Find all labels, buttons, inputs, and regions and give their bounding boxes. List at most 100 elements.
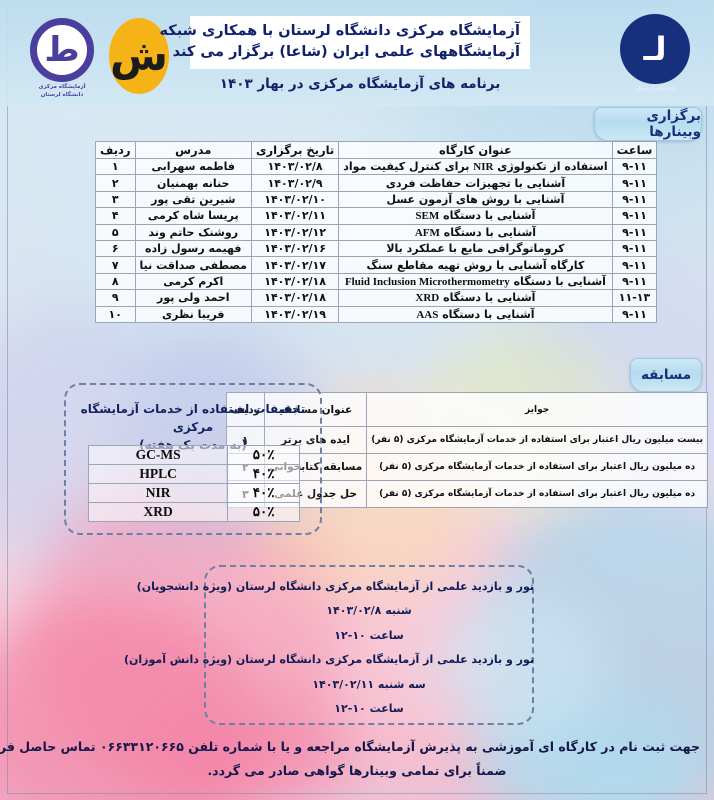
table-row: ۹-۱۱ آشنایی با روش های آزمون عسل ۱۴۰۳/۰۲/۱… bbox=[95, 190, 658, 209]
table-row: ۹-۱۱ آشنایی با دستگاه Fluid Inclusion Mic… bbox=[95, 272, 658, 291]
column-header-prizes: جوایز bbox=[366, 392, 708, 427]
cell-no: ۴ bbox=[95, 207, 136, 225]
cell-lecturer: مصطفی صداقت نیا bbox=[134, 256, 252, 274]
cell-lecturer: حنانه بهمنیان bbox=[134, 174, 252, 192]
cell-time: ۹-۱۱ bbox=[611, 223, 658, 241]
cell-time: ۹-۱۱ bbox=[611, 190, 658, 209]
cell-no: ۵ bbox=[95, 223, 136, 241]
cell-device-name: NIR bbox=[87, 483, 229, 503]
cell-title: آشنایی با دستگاه SEM bbox=[338, 207, 613, 225]
column-header-title: عنوان کارگاه bbox=[338, 141, 613, 159]
cell-time: ۹-۱۱ bbox=[611, 256, 658, 274]
discounts-title-line-1: تخفیفات استفاده از خدمات آزمایشگاه مرکزی bbox=[80, 402, 306, 434]
bg-blob bbox=[150, 690, 350, 800]
cell-time: ۱۱-۱۳ bbox=[611, 289, 658, 307]
tour-line-4: تور و بازدید علمی از آزمایشگاه مرکزی دان… bbox=[123, 653, 534, 667]
webinars-table: ساعت عنوان کارگاه تاریخ برگزاری مدرس ردی… bbox=[95, 141, 658, 323]
shaa-glyph-icon: ش bbox=[110, 31, 168, 80]
caption-line-1: آزمایشگاه مرکزی bbox=[38, 84, 86, 90]
cell-no: ۱ bbox=[95, 157, 136, 176]
cell-date: ۱۴۰۳/۰۲/۱۷ bbox=[250, 256, 340, 274]
table-row: ۹-۱۱ استفاده از تکنولوژی NIR برای کنترل ک… bbox=[95, 157, 658, 176]
poster-header: ط آزمایشگاه مرکزی دانشگاه لرستان ش لـ دا… bbox=[0, 0, 714, 112]
cell-discount-percent: ۴۰٪ bbox=[227, 464, 300, 484]
cell-time: ۹-۱۱ bbox=[611, 239, 658, 258]
table-row: ۱۱-۱۳ آشنایی با دستگاه XRD ۱۴۰۳/۰۲/۱۸ احمد … bbox=[95, 289, 658, 307]
tour-line-6: ساعت ۱۰-۱۲ bbox=[334, 702, 404, 716]
cell-lecturer: فریبا نظری bbox=[134, 305, 252, 323]
cell-title: آشنایی با دستگاه AAS bbox=[338, 305, 613, 323]
shaa-logo-icon: ش bbox=[109, 18, 169, 94]
title-line-2: آزمایشگاههای علمی ایران (شاعا) برگزار می… bbox=[172, 44, 520, 61]
cell-no: ۷ bbox=[95, 256, 136, 274]
cell-title: کروماتوگرافی مایع با عملکرد بالا bbox=[338, 239, 613, 258]
caption-line-2: دانشگاه لرستان bbox=[40, 92, 84, 99]
column-header-time: ساعت bbox=[611, 141, 658, 159]
cell-lecturer: پریسا شاه کرمی bbox=[134, 207, 252, 225]
university-logo-icon: لـ bbox=[620, 14, 690, 84]
university-emblem-icon: لـ bbox=[643, 30, 667, 68]
cell-lecturer: فاطمه سهرابی bbox=[134, 157, 252, 176]
tour-line-2: شنبه ۱۴۰۳/۰۲/۸ bbox=[326, 604, 412, 618]
page-subtitle: برنامه های آزمایشگاه مرکزی در بهار ۱۴۰۳ bbox=[219, 76, 501, 92]
cell-title: کارگاه آشنایی با روش تهیه مقاطع سنگ bbox=[338, 256, 613, 274]
section-tab-contest: مسابقه bbox=[630, 358, 702, 392]
table-row: ۵۰٪ GC-MS bbox=[87, 445, 300, 465]
table-row: ۹-۱۱ آشنایی با تجهیزات حفاظت فردی ۱۴۰۳/۰۲/… bbox=[95, 174, 658, 192]
cell-title: آشنایی با تجهیزات حفاظت فردی bbox=[338, 174, 613, 192]
table-row: ۹-۱۱ آشنایی با دستگاه AFM ۱۴۰۳/۰۲/۱۲ روشنک … bbox=[95, 223, 658, 241]
cell-title: استفاده از تکنولوژی NIR برای کنترل کیفیت… bbox=[338, 157, 613, 176]
table-row: ۵۰٪ XRD bbox=[87, 502, 300, 522]
cell-date: ۱۴۰۳/۰۲/۱۱ bbox=[250, 207, 340, 225]
cell-title: آشنایی با دستگاه AFM bbox=[338, 223, 613, 241]
table-header-row: ساعت عنوان کارگاه تاریخ برگزاری مدرس ردی… bbox=[95, 141, 658, 159]
table-row: بیست میلیون ریال اعتبار برای استفاده از … bbox=[225, 426, 708, 454]
cell-date: ۱۴۰۳/۰۲/۹ bbox=[250, 174, 340, 192]
tour-box bbox=[204, 565, 534, 725]
flask-icon: ط bbox=[44, 30, 80, 70]
discounts-table: ۵۰٪ GC-MS ۴۰٪ HPLC ۴۰٪ NIR ۵۰٪ XRD bbox=[87, 445, 300, 522]
cell-title: آشنایی با دستگاه XRD bbox=[338, 289, 613, 307]
column-header-lecturer: مدرس bbox=[134, 141, 252, 159]
poster-footer: جهت ثبت نام در کارگاه ای آموزشی به پذیرش… bbox=[0, 735, 700, 783]
cell-discount-percent: ۴۰٪ bbox=[227, 483, 300, 503]
cell-time: ۹-۱۱ bbox=[611, 272, 658, 291]
lorestan-university-logo: لـ دانشگاه لرستان bbox=[616, 14, 694, 98]
cell-no: ۶ bbox=[95, 239, 136, 258]
central-lab-logo-icon: ط bbox=[30, 18, 94, 82]
cell-time: ۹-۱۱ bbox=[611, 174, 658, 192]
table-row: ۹-۱۱ کروماتوگرافی مایع با عملکرد بالا ۱۴۰۳… bbox=[95, 239, 658, 258]
cell-no: ۱۰ bbox=[95, 305, 136, 323]
footer-line-1: جهت ثبت نام در کارگاه ای آموزشی به پذیرش… bbox=[0, 739, 700, 754]
cell-device-name: GC-MS bbox=[87, 445, 229, 465]
cell-lecturer: روشنک حاتم وند bbox=[134, 223, 252, 241]
cell-date: ۱۴۰۳/۰۲/۱۰ bbox=[250, 190, 340, 209]
cell-date: ۱۴۰۳/۰۲/۱۸ bbox=[250, 272, 340, 291]
table-row: ۹-۱۱ آشنایی با دستگاه SEM ۱۴۰۳/۰۲/۱۱ پریسا … bbox=[95, 207, 658, 225]
tour-info: تور و بازدید علمی از آزمایشگاه مرکزی دان… bbox=[123, 575, 534, 721]
cell-device-name: XRD bbox=[87, 502, 229, 522]
column-header-date: تاریخ برگزاری bbox=[250, 141, 340, 159]
table-row: ۴۰٪ NIR bbox=[87, 483, 300, 503]
cell-time: ۹-۱۱ bbox=[611, 207, 658, 225]
title-line-1: آزمایشگاه مرکزی دانشگاه لرستان با همکاری… bbox=[159, 23, 521, 39]
cell-lecturer: اکرم کرمی bbox=[134, 272, 252, 291]
cell-date: ۱۴۰۳/۰۲/۱۶ bbox=[250, 239, 340, 258]
table-row: ۹-۱۱ آشنایی با دستگاه AAS ۱۴۰۳/۰۲/۱۹ فریبا … bbox=[95, 305, 658, 323]
cell-prize: ده میلیون ریال اعتبار برای استفاده از خد… bbox=[366, 480, 708, 508]
table-row: ۴۰٪ HPLC bbox=[87, 464, 300, 484]
cell-time: ۹-۱۱ bbox=[611, 157, 658, 176]
cell-title: آشنایی با روش های آزمون عسل bbox=[338, 190, 613, 209]
tour-line-3: ساعت ۱۰-۱۲ bbox=[334, 628, 404, 642]
cell-no: ۹ bbox=[95, 289, 136, 307]
cell-lecturer: شیرین تقی پور bbox=[134, 190, 252, 209]
shaa-network-logo: ش bbox=[109, 18, 169, 94]
cell-lecturer: فهیمه رسول زاده bbox=[134, 239, 252, 258]
cell-no: ۸ bbox=[95, 272, 136, 291]
tour-line-5: سه شنبه ۱۴۰۳/۰۲/۱۱ bbox=[312, 677, 426, 691]
university-logo-caption: دانشگاه لرستان bbox=[633, 86, 677, 92]
cell-prize: ده میلیون ریال اعتبار برای استفاده از خد… bbox=[366, 453, 708, 481]
cell-time: ۹-۱۱ bbox=[611, 305, 658, 323]
cell-no: ۳ bbox=[95, 190, 136, 209]
